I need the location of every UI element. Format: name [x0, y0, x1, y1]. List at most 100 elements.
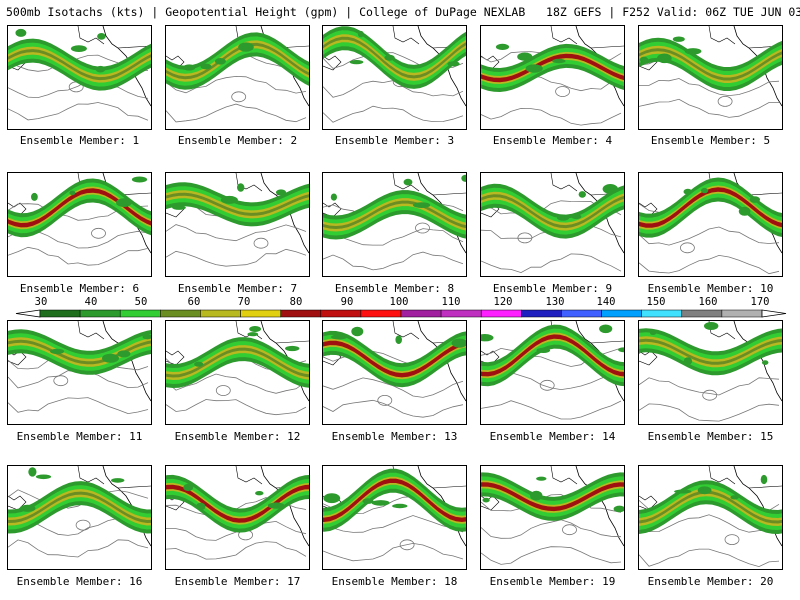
height-contour [517, 232, 533, 244]
isotach-patch [214, 58, 226, 65]
colorbar-segment [160, 309, 201, 318]
colorbar-tick-label: 110 [441, 296, 461, 308]
ensemble-map [8, 173, 151, 266]
colorbar-tick-label: 80 [289, 296, 303, 308]
ensemble-panel [480, 172, 625, 277]
isotach-band-90kt [323, 478, 466, 522]
ensemble-member-label: Ensemble Member: 13 [331, 430, 458, 443]
colorbar-tick-label: 130 [545, 296, 565, 308]
ensemble-panel [7, 25, 152, 130]
isotach-patch [247, 332, 259, 337]
colorbar-tick-label: 100 [389, 296, 409, 308]
height-contour [702, 389, 718, 401]
border-line [77, 26, 151, 49]
colorbar-tick-label: 60 [187, 296, 201, 308]
isotach-patch [482, 497, 490, 503]
ensemble-map [481, 173, 624, 274]
height-contour [377, 395, 393, 406]
height-contour [8, 246, 149, 266]
height-contour [539, 379, 555, 391]
isotach-patch [495, 43, 510, 50]
isotach-band-70kt [481, 480, 624, 513]
colorbar-tick-label: 70 [237, 296, 251, 308]
isotach-band-40kt [481, 324, 624, 387]
height-contour [166, 541, 307, 560]
isotach-band-70kt [639, 185, 782, 230]
isotach-band-40kt [8, 481, 151, 534]
isotach-band-60kt [639, 490, 782, 524]
isotach-patch [461, 174, 466, 182]
height-contour [8, 102, 149, 121]
isotach-patch [285, 345, 300, 352]
ensemble-member-label: Ensemble Member: 6 [19, 282, 140, 295]
height-contour [639, 226, 780, 246]
isotach-band-90kt [639, 187, 782, 228]
height-contour [253, 237, 269, 249]
isotach-patch [15, 28, 27, 37]
isotach-band-90kt [481, 53, 624, 83]
colorbar-tick-label: 50 [134, 296, 148, 308]
isotach-band-70kt [323, 34, 466, 81]
colorbar-segment [480, 309, 522, 318]
isotach-patch [330, 193, 337, 201]
isotach-patch [760, 474, 768, 485]
height-contour [53, 375, 69, 387]
ensemble-map [166, 321, 309, 416]
height-contour [680, 242, 695, 254]
isotach-patch [131, 176, 148, 183]
colorbar-segment [320, 309, 362, 318]
isotach-patch [683, 357, 693, 365]
isotach-patch [704, 322, 719, 330]
isotach-patch [552, 58, 566, 64]
ensemble-member-label: Ensemble Member: 5 [650, 134, 771, 147]
colorbar-tick-label: 160 [698, 296, 718, 308]
height-contour [639, 548, 780, 568]
height-contour [323, 80, 464, 98]
isotach-patch [395, 335, 402, 344]
height-contour [323, 399, 464, 418]
isotach-patch [97, 33, 106, 40]
ensemble-map [481, 26, 624, 126]
isotach-patch [639, 56, 649, 63]
isotach-patch [351, 326, 364, 337]
colorbar-arrow-left [15, 309, 41, 318]
isotach-patch [349, 60, 364, 65]
isotach-patch [536, 476, 547, 481]
coastline [260, 321, 309, 402]
isotach-patch [578, 191, 586, 198]
colorbar-segment [360, 309, 402, 318]
ensemble-panel [322, 25, 467, 130]
isotach-patch [50, 348, 65, 355]
height-contour [166, 248, 307, 267]
height-contour [166, 103, 307, 123]
isotach-band-70kt [639, 336, 782, 368]
isotach-patch [362, 498, 374, 504]
ensemble-member-label: Ensemble Member: 2 [177, 134, 298, 147]
isotach-patch [371, 500, 390, 506]
ensemble-panel [480, 320, 625, 425]
isotach-patch [697, 486, 712, 495]
isotach-patch [684, 48, 702, 55]
height-contour [724, 534, 740, 545]
isotach-band-90kt [323, 340, 466, 378]
isotach-band-60kt [639, 48, 782, 81]
isotach-patch [530, 490, 543, 501]
height-contour [639, 514, 780, 533]
height-contour [323, 251, 464, 271]
isotach-patch [602, 184, 618, 194]
height-contour [8, 539, 149, 558]
height-contour [323, 105, 464, 123]
ensemble-map [639, 173, 782, 275]
isotach-patch [117, 350, 131, 358]
chart-header: 500mb Isotachs (kts) | Geopotential Heig… [6, 5, 800, 19]
ensemble-member-label: Ensemble Member: 18 [331, 575, 458, 588]
height-contour [639, 98, 780, 118]
isotach-patch [183, 64, 196, 71]
height-contour [639, 254, 780, 275]
ensemble-panel [322, 465, 467, 570]
height-contour [399, 539, 415, 551]
isotach-band-50kt [323, 194, 466, 236]
isotach-patch [323, 493, 341, 504]
colorbar-tick-label: 40 [84, 296, 98, 308]
isotach-band-40kt [166, 337, 309, 388]
